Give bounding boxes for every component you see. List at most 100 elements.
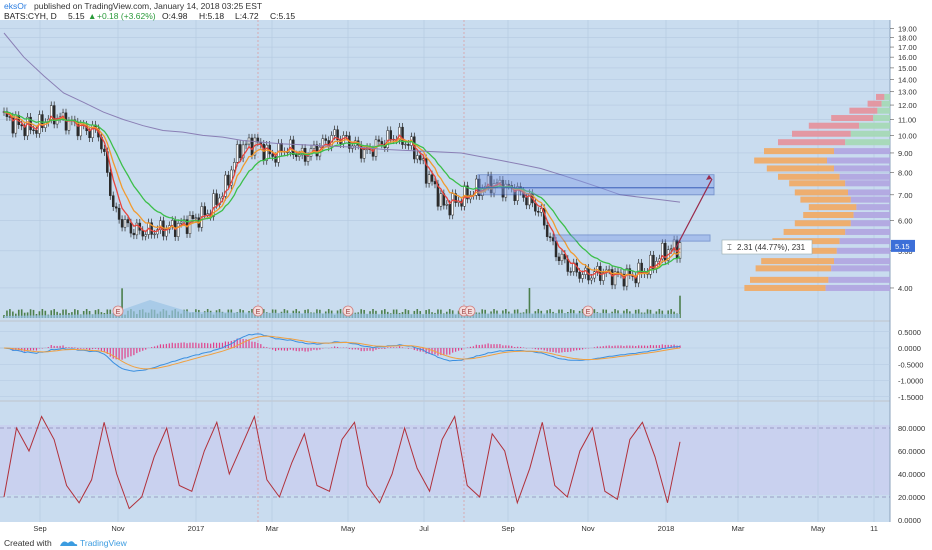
- author-name[interactable]: eksOr: [4, 1, 27, 11]
- volume-profile-bar: [783, 228, 846, 235]
- macd-tick-label: -1.0000: [898, 377, 923, 386]
- stoch-tick-label: 40.0000: [898, 470, 925, 479]
- volume-profile-bar: [808, 122, 860, 129]
- price-tick-label: 9.00: [898, 149, 913, 158]
- published-text: published on TradingView.com, January 14…: [34, 1, 262, 11]
- volume-profile-bar: [778, 173, 840, 180]
- time-axis-bg: [0, 522, 890, 536]
- time-tick-label: 2018: [658, 524, 675, 533]
- volume-profile-bar: [800, 196, 851, 203]
- range-boxes[interactable]: [477, 174, 715, 248]
- volume-profile-bar: [778, 139, 846, 146]
- time-tick-label: Sep: [501, 524, 514, 533]
- earnings-marker[interactable]: E: [256, 309, 261, 316]
- volume-bars: [3, 287, 681, 318]
- price-tick-label: 19.00: [898, 25, 917, 34]
- time-axis[interactable]: Sep Nov 2017 Mar May Jul Sep Nov 2018 Mar May 11: [33, 524, 878, 533]
- macd-panel[interactable]: [0, 322, 890, 400]
- volume-profile: [744, 93, 890, 291]
- stoch-tick-label: 60.0000: [898, 447, 925, 456]
- volume-profile-bar: [744, 284, 826, 291]
- volume-profile-bar: [754, 157, 827, 164]
- price-tick-label: 10.00: [898, 131, 917, 140]
- volume-profile-bar: [755, 265, 832, 272]
- volume-profile-bar: [750, 276, 829, 283]
- earnings-marker[interactable]: E: [346, 309, 351, 316]
- price-tick-label: 16.00: [898, 53, 917, 62]
- volume-profile-bar: [792, 130, 851, 137]
- price-tick-label: 4.00: [898, 284, 913, 293]
- price-tick-label: 13.00: [898, 88, 917, 97]
- earnings-markers[interactable]: E E E E EE: [112, 305, 594, 317]
- macd-tick-label: -1.5000: [898, 393, 923, 402]
- time-tick-label: Sep: [33, 524, 46, 533]
- created-with-text: Created with: [4, 538, 52, 548]
- earnings-marker[interactable]: E: [116, 309, 121, 316]
- volume-profile-bar: [789, 180, 846, 187]
- stoch-tick-label: 80.0000: [898, 424, 925, 433]
- price-axis-bg: [890, 20, 932, 525]
- symbol-line[interactable]: BATS:CYH, D: [4, 11, 57, 21]
- tradingview-logo-icon: [60, 541, 78, 546]
- volume-profile-bar: [808, 204, 857, 211]
- volume-profile-bar: [876, 93, 885, 100]
- price-tick-label: 17.00: [898, 43, 917, 52]
- volume-profile-bar: [794, 189, 848, 196]
- volume-profile-bar: [761, 258, 834, 265]
- price-tick-label: 7.00: [898, 191, 913, 200]
- earnings-marker[interactable]: E: [586, 309, 591, 316]
- volume-profile-bar: [794, 220, 851, 227]
- stoch-tick-label: 0.0000: [898, 516, 921, 525]
- macd-tick-label: 0.5000: [898, 328, 921, 337]
- earnings-marker[interactable]: E: [462, 309, 467, 316]
- time-tick-label: Nov: [111, 524, 125, 533]
- price-change: +0.18 (+3.62%): [97, 11, 156, 21]
- tradingview-brand[interactable]: TradingView: [80, 538, 128, 548]
- time-tick-label: 11: [870, 524, 878, 533]
- stoch-line: [3, 414, 681, 510]
- volume-profile-bar: [831, 115, 874, 122]
- time-tick-label: Mar: [266, 524, 279, 533]
- price-panel[interactable]: [0, 20, 890, 320]
- measure-tooltip[interactable]: ⌶ 2.31 (44.77%), 231: [721, 239, 813, 255]
- stoch-band: [0, 425, 890, 495]
- stoch-tick-label: 20.0000: [898, 493, 925, 502]
- macd-tick-label: 0.0000: [898, 344, 921, 353]
- time-tick-label: Mar: [732, 524, 745, 533]
- volume-profile-bar: [764, 148, 834, 155]
- price-tick-label: 15.00: [898, 64, 917, 73]
- time-tick-label: Nov: [581, 524, 595, 533]
- ohlc-high: H:5.18: [199, 11, 224, 21]
- volume-profile-bar: [867, 100, 882, 107]
- volume-profile-bar: [803, 212, 854, 219]
- price-tick-label: 18.00: [898, 34, 917, 43]
- macd-tick-label: -0.5000: [898, 360, 923, 369]
- volume-profile-bar: [849, 107, 878, 114]
- moving-averages: [3, 32, 681, 280]
- up-arrow-icon: ▲: [88, 11, 96, 21]
- time-tick-label: May: [341, 524, 355, 533]
- ohlc-close: C:5.15: [270, 11, 295, 21]
- ohlc-open: O:4.98: [162, 11, 188, 21]
- volume-profile-bar: [766, 165, 834, 172]
- price-tick-label: 8.00: [898, 169, 913, 178]
- stochastic-indicator: [0, 414, 890, 510]
- last-price: 5.15: [68, 11, 85, 21]
- ohlc-low: L:4.72: [235, 11, 259, 21]
- time-tick-label: Jul: [419, 524, 429, 533]
- macd-indicator: [0, 333, 681, 372]
- time-tick-label: 2017: [188, 524, 205, 533]
- measure-icon: ⌶: [727, 243, 732, 252]
- last-price-badge: 5.15: [895, 242, 910, 251]
- price-tick-label: 12.00: [898, 101, 917, 110]
- price-tick-label: 6.00: [898, 216, 913, 225]
- earnings-marker[interactable]: E: [468, 309, 473, 316]
- time-tick-label: May: [811, 524, 825, 533]
- price-tick-label: 14.00: [898, 75, 917, 84]
- measure-label: 2.31 (44.77%), 231: [737, 243, 806, 252]
- price-tick-label: 11.00: [898, 116, 916, 125]
- grid-lines: [0, 20, 890, 522]
